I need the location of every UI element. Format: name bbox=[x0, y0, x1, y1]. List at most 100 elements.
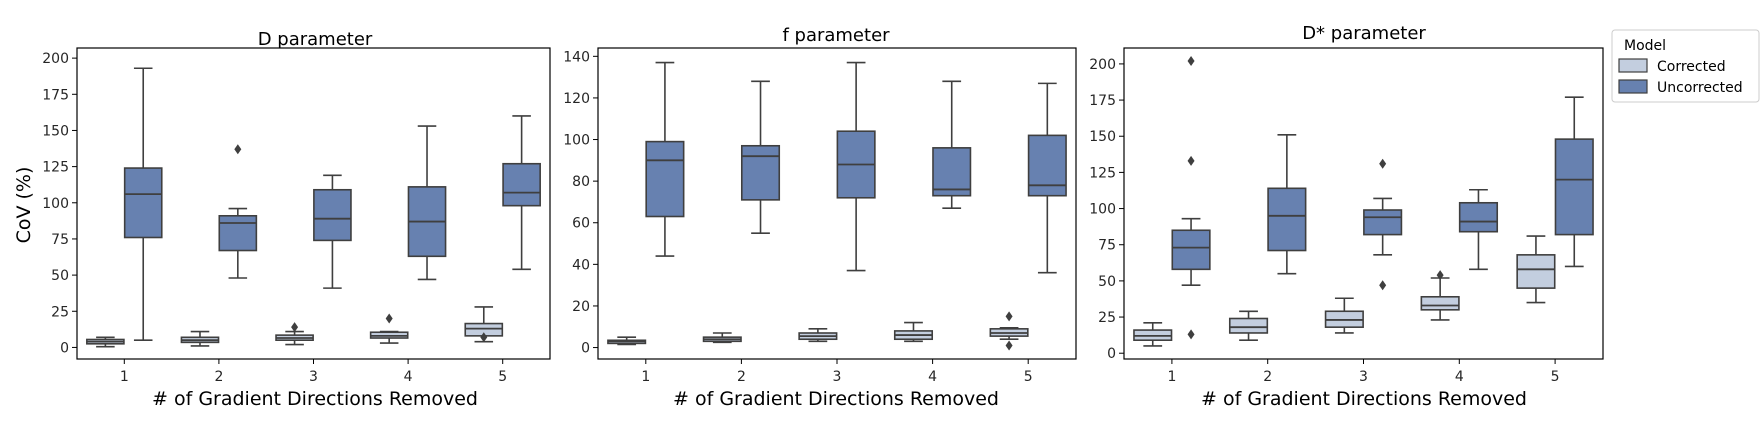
outlier-point bbox=[1436, 270, 1444, 281]
box-uncorrected-2 bbox=[740, 80, 781, 234]
panel-f-parameter: f parameter # of Gradient Directions Rem… bbox=[563, 25, 1077, 410]
y-tick-label: 0 bbox=[581, 341, 590, 357]
x-tick-label: 3 bbox=[833, 369, 842, 385]
y-tick-label: 175 bbox=[42, 87, 69, 103]
axis-ticks: 0 25 50 75 100 125 150 175 200 1 2 3 4 5 bbox=[42, 51, 507, 385]
y-axis-label: CoV (%) bbox=[13, 167, 35, 244]
x-tick-label: 1 bbox=[120, 369, 129, 385]
iqr-box bbox=[1516, 254, 1556, 289]
y-tick-label: 25 bbox=[51, 304, 69, 320]
box-corrected-1 bbox=[86, 336, 125, 348]
box-corrected-2 bbox=[702, 332, 742, 344]
panel-title: D* parameter bbox=[1302, 23, 1426, 44]
box-uncorrected-2 bbox=[1267, 133, 1307, 275]
y-tick-label: 75 bbox=[51, 232, 69, 248]
y-tick-label: 100 bbox=[1089, 202, 1116, 218]
box-uncorrected-5 bbox=[1554, 96, 1594, 268]
x-tick-label: 1 bbox=[641, 369, 650, 385]
box-corrected-3 bbox=[275, 322, 314, 346]
x-tick-label: 5 bbox=[498, 369, 507, 385]
y-tick-label: 60 bbox=[572, 216, 590, 232]
box-group bbox=[86, 67, 541, 348]
outlier-point bbox=[1379, 158, 1387, 169]
iqr-box bbox=[1420, 295, 1460, 311]
outlier-point bbox=[1187, 329, 1195, 340]
box-corrected-5 bbox=[464, 306, 504, 343]
box-uncorrected-1 bbox=[123, 67, 163, 341]
box-group bbox=[1133, 56, 1594, 347]
legend-label-corrected: Corrected bbox=[1657, 59, 1726, 75]
outlier-point bbox=[291, 322, 299, 333]
plot-frame bbox=[76, 47, 551, 360]
x-axis-label: # of Gradient Directions Removed bbox=[152, 388, 478, 410]
x-axis-label: # of Gradient Directions Removed bbox=[1201, 388, 1527, 410]
panel-dstar-parameter: D* parameter # of Gradient Directions Re… bbox=[1089, 23, 1604, 410]
axis-ticks: 0 20 40 60 80 100 120 140 1 2 3 4 5 bbox=[563, 49, 1032, 385]
box-corrected-2 bbox=[1228, 310, 1269, 341]
outlier-point bbox=[1187, 56, 1195, 67]
iqr-box bbox=[1027, 134, 1067, 197]
box-group bbox=[607, 61, 1067, 351]
y-tick-label: 175 bbox=[1089, 93, 1116, 109]
x-tick-label: 5 bbox=[1024, 369, 1033, 385]
box-corrected-5 bbox=[1516, 235, 1556, 304]
box-uncorrected-1 bbox=[645, 61, 685, 257]
iqr-box bbox=[1554, 138, 1594, 236]
outlier-point bbox=[1005, 311, 1013, 322]
iqr-box bbox=[502, 162, 541, 207]
iqr-box bbox=[1458, 201, 1499, 233]
iqr-box bbox=[1171, 229, 1211, 271]
panel-d-parameter: D parameter CoV (%) # of Gradient Direct… bbox=[13, 29, 551, 410]
box-corrected-4 bbox=[369, 313, 409, 344]
y-tick-label: 100 bbox=[563, 133, 590, 149]
legend-label-uncorrected: Uncorrected bbox=[1657, 80, 1743, 96]
y-tick-label: 125 bbox=[1089, 165, 1116, 181]
iqr-box bbox=[218, 214, 258, 252]
x-tick-label: 3 bbox=[309, 369, 318, 385]
outlier-point bbox=[1379, 280, 1387, 291]
iqr-box bbox=[1363, 209, 1403, 236]
y-tick-label: 20 bbox=[572, 299, 590, 315]
x-tick-label: 4 bbox=[928, 369, 937, 385]
box-uncorrected-2 bbox=[218, 144, 258, 279]
x-tick-label: 3 bbox=[1359, 369, 1368, 385]
panel-title: f parameter bbox=[782, 25, 890, 46]
outlier-point bbox=[1005, 340, 1013, 351]
box-corrected-1 bbox=[607, 336, 647, 346]
box-uncorrected-4 bbox=[1458, 188, 1499, 271]
x-tick-label: 2 bbox=[214, 369, 223, 385]
y-tick-label: 150 bbox=[1089, 129, 1116, 145]
x-tick-label: 4 bbox=[404, 369, 413, 385]
box-uncorrected-3 bbox=[313, 174, 352, 289]
y-tick-label: 80 bbox=[572, 174, 590, 190]
iqr-box bbox=[313, 188, 352, 242]
outlier-point bbox=[480, 332, 488, 343]
y-tick-label: 25 bbox=[1098, 310, 1116, 326]
y-tick-label: 140 bbox=[563, 49, 590, 65]
iqr-box bbox=[123, 167, 163, 239]
x-tick-label: 4 bbox=[1455, 369, 1464, 385]
y-tick-label: 40 bbox=[572, 257, 590, 273]
y-tick-label: 200 bbox=[1089, 57, 1116, 73]
x-tick-label: 2 bbox=[1263, 369, 1272, 385]
box-corrected-3 bbox=[798, 328, 838, 343]
y-tick-label: 75 bbox=[1098, 238, 1116, 254]
box-corrected-3 bbox=[1324, 297, 1364, 334]
box-uncorrected-5 bbox=[502, 115, 541, 271]
plot-frame bbox=[597, 47, 1077, 360]
legend-frame bbox=[1611, 29, 1760, 103]
legend: Model Corrected Uncorrected bbox=[1611, 29, 1760, 103]
x-axis-label: # of Gradient Directions Removed bbox=[673, 388, 999, 410]
iqr-box bbox=[645, 140, 685, 218]
plot-frame bbox=[1123, 47, 1604, 360]
y-tick-label: 125 bbox=[42, 160, 69, 176]
iqr-box bbox=[1267, 187, 1307, 252]
legend-title: Model bbox=[1624, 38, 1666, 54]
y-tick-label: 120 bbox=[563, 91, 590, 107]
box-corrected-1 bbox=[1133, 322, 1173, 347]
box-corrected-2 bbox=[180, 330, 220, 347]
outlier-point bbox=[1187, 155, 1195, 166]
box-uncorrected-1 bbox=[1171, 56, 1211, 340]
axis-ticks: 0 25 50 75 100 125 150 175 200 1 2 3 4 5 bbox=[1089, 57, 1559, 385]
box-uncorrected-4 bbox=[407, 125, 447, 281]
